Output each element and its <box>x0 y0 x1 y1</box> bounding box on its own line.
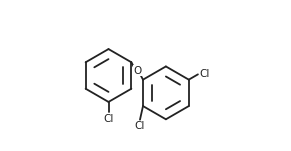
Text: Cl: Cl <box>199 69 210 79</box>
Text: O: O <box>133 66 141 76</box>
Text: Cl: Cl <box>103 114 114 124</box>
Text: Cl: Cl <box>135 121 145 131</box>
